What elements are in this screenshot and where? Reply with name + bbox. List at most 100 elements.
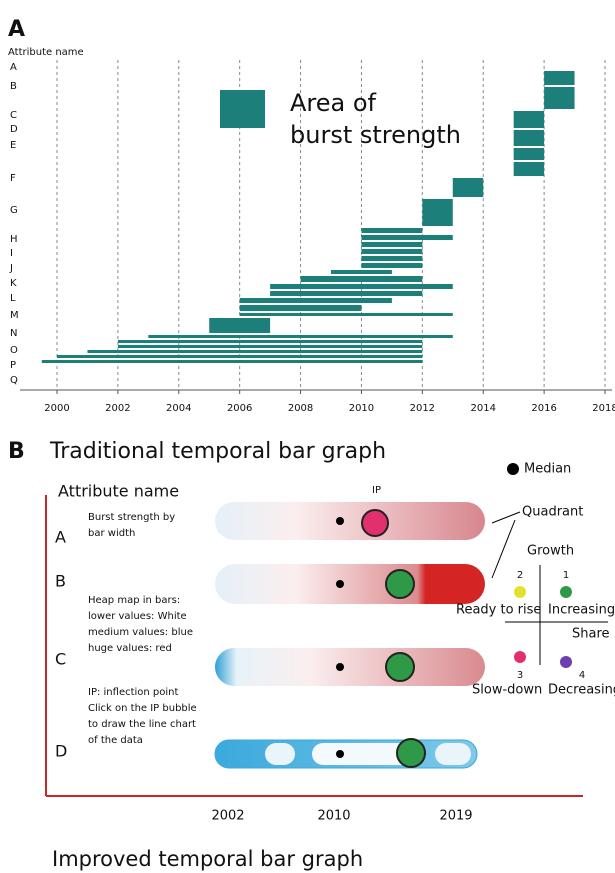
burst-bar xyxy=(209,318,271,333)
x-tick-label: 2010 xyxy=(349,403,374,414)
y-tick-label: F xyxy=(10,173,16,184)
quadrant-dot xyxy=(514,651,526,663)
panel-title: Traditional temporal bar graph xyxy=(49,439,386,464)
x-tick-label: 2012 xyxy=(410,403,435,414)
x-tick-label: 2016 xyxy=(531,403,556,414)
pointer xyxy=(491,519,516,579)
y-tick-label: K xyxy=(10,278,17,289)
panel-label: B xyxy=(8,439,25,464)
quadrant-label: Decreasing xyxy=(548,683,615,698)
burst-bar xyxy=(270,291,423,296)
panel-a: A Attribute name 2000 2002 2004 2006 2008 2010 2… xyxy=(8,17,615,414)
blob xyxy=(312,743,422,765)
blob xyxy=(265,743,295,765)
burst-bar xyxy=(361,242,423,247)
y-tick-label: Q xyxy=(10,375,18,386)
x-tick-label: 2002 xyxy=(105,403,130,414)
annotation: Click on the IP bubble xyxy=(88,703,197,714)
burst-bar xyxy=(513,130,545,146)
legend-label: Area of xyxy=(290,89,377,117)
ip-bubble[interactable] xyxy=(361,509,389,537)
x-tick-label: 2008 xyxy=(288,403,313,414)
y-tick-label: G xyxy=(10,205,18,216)
panel-b: B Traditional temporal bar graph Median Att… xyxy=(8,439,615,871)
x-tick-label: 2019 xyxy=(439,809,472,824)
ip-bubble[interactable] xyxy=(396,738,426,768)
ip-bubble[interactable] xyxy=(385,652,415,682)
burst-bar xyxy=(117,345,423,348)
annotation: bar width xyxy=(88,528,135,539)
burst-bar xyxy=(41,360,423,363)
y-tick-label: A xyxy=(10,62,17,73)
burst-bar xyxy=(544,87,575,109)
annotation: to draw the line chart xyxy=(88,719,196,730)
burst-bar xyxy=(300,276,423,282)
annotation: Heap map in bars: xyxy=(88,595,180,606)
burst-bar xyxy=(422,199,453,226)
median-dot xyxy=(336,580,344,588)
quadrant-label: Slow-down xyxy=(472,683,542,698)
x-tick-label: 2018 xyxy=(592,403,615,414)
quadrant-number: 2 xyxy=(517,570,523,581)
median-dot xyxy=(336,750,344,758)
row-label: D xyxy=(55,742,67,761)
x-tick-label: 2004 xyxy=(166,403,191,414)
y-tick-label: H xyxy=(10,234,18,245)
burst-bar xyxy=(513,111,545,128)
legend-label: burst strength xyxy=(290,121,461,149)
row-label: A xyxy=(55,528,66,547)
y-tick-label: I xyxy=(10,248,13,259)
legend-label: Median xyxy=(524,462,571,477)
burst-bar xyxy=(513,162,545,176)
x-tick-label: 2010 xyxy=(317,809,350,824)
burst-bar xyxy=(452,178,484,197)
burst-bar xyxy=(239,298,392,303)
burst-bar xyxy=(361,256,423,261)
burst-bar xyxy=(239,305,362,311)
annotation: Share xyxy=(572,627,610,642)
burst-bar xyxy=(544,71,575,85)
quadrant-label: Increasing xyxy=(548,603,615,618)
y-tick-label: B xyxy=(10,81,17,92)
annotation: Quadrant xyxy=(522,505,583,520)
burst-bar xyxy=(57,355,423,358)
median-dot xyxy=(336,663,344,671)
ip-bubble[interactable] xyxy=(385,569,415,599)
quadrant-label: Ready to rise xyxy=(456,603,541,618)
panel-label: A xyxy=(8,17,25,42)
y-tick-label: D xyxy=(10,124,18,135)
y-axis-title: Attribute name xyxy=(8,47,84,58)
x-tick-label: 2002 xyxy=(211,809,244,824)
annotation: lower values: White xyxy=(88,611,187,622)
annotation: IP: inflection point xyxy=(88,687,179,698)
burst-bar xyxy=(117,340,423,343)
burst-bar xyxy=(361,235,453,240)
y-tick-label: E xyxy=(10,140,16,151)
x-tick-label: 2000 xyxy=(44,403,69,414)
burst-bar xyxy=(361,228,423,233)
burst-bar xyxy=(361,249,423,254)
quadrant-dot xyxy=(560,656,572,668)
y-tick-label: N xyxy=(10,328,17,339)
burst-bar xyxy=(331,270,392,274)
y-tick-label: M xyxy=(10,310,19,321)
quadrant-number: 3 xyxy=(517,670,523,681)
burst-bar xyxy=(513,148,545,160)
quadrant-number: 1 xyxy=(563,570,569,581)
y-tick-label: J xyxy=(9,263,13,274)
burst-bar xyxy=(361,263,423,268)
blob xyxy=(435,743,471,765)
y-tick-label: P xyxy=(10,360,16,371)
pill xyxy=(215,564,485,604)
pill xyxy=(215,648,485,686)
caption: Improved temporal bar graph xyxy=(52,847,363,871)
x-tick-label: 2006 xyxy=(227,403,252,414)
y-tick-label: C xyxy=(10,110,17,121)
y-tick-label: L xyxy=(10,293,16,304)
quadrant-dot xyxy=(514,586,526,598)
annotation: huge values: red xyxy=(88,643,172,654)
quadrant-number: 4 xyxy=(579,670,585,681)
pill xyxy=(215,502,485,540)
y-tick-label: O xyxy=(10,345,18,356)
